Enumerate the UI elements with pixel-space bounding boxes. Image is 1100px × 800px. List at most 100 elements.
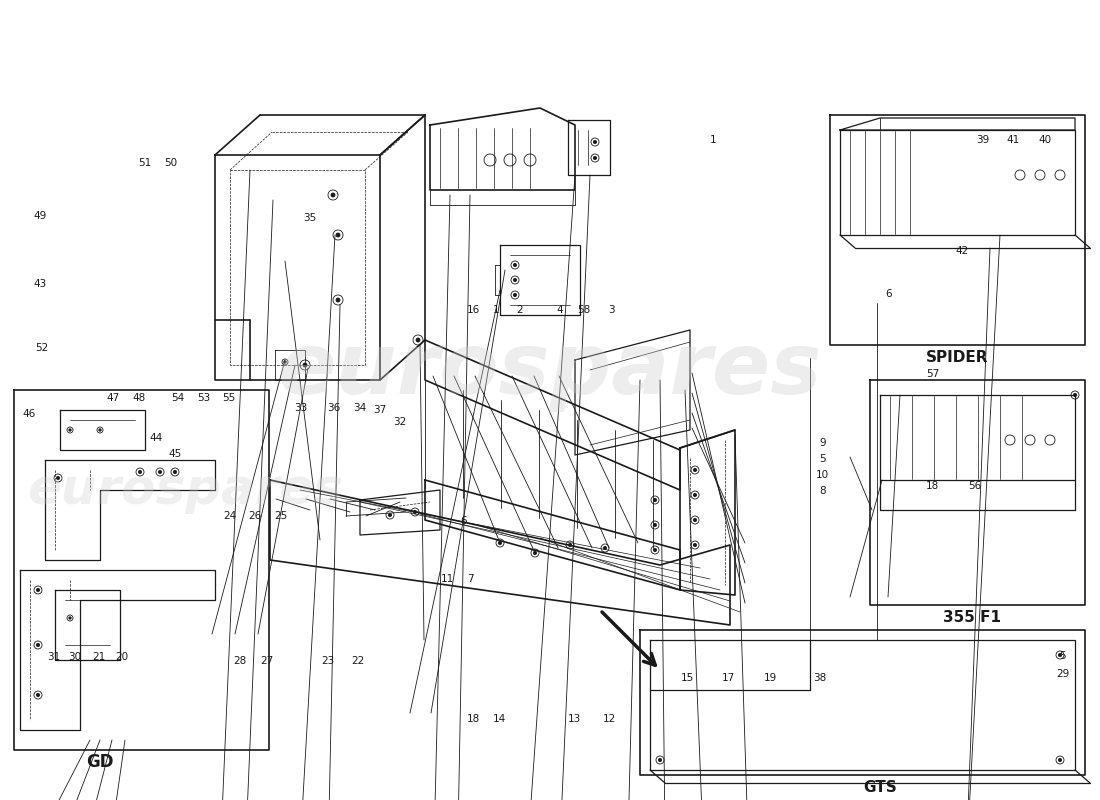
Circle shape xyxy=(1058,654,1062,657)
Text: 27: 27 xyxy=(261,656,274,666)
Text: 20: 20 xyxy=(116,652,129,662)
Text: 32: 32 xyxy=(393,417,406,426)
Text: 31: 31 xyxy=(47,652,60,662)
Text: 25: 25 xyxy=(274,511,287,521)
Text: 42: 42 xyxy=(956,246,969,256)
Text: 39: 39 xyxy=(976,135,989,145)
Text: 1: 1 xyxy=(710,135,716,145)
Text: 34: 34 xyxy=(353,403,366,413)
Circle shape xyxy=(158,470,162,474)
Text: eurospares: eurospares xyxy=(28,466,343,514)
Text: 18: 18 xyxy=(466,714,480,724)
Text: 49: 49 xyxy=(33,211,46,221)
Circle shape xyxy=(693,543,696,546)
Circle shape xyxy=(174,470,177,474)
Circle shape xyxy=(498,542,502,545)
Text: 7: 7 xyxy=(468,574,474,584)
Text: 55: 55 xyxy=(222,393,235,402)
Text: 6: 6 xyxy=(460,516,466,526)
Text: 2: 2 xyxy=(516,305,522,314)
Circle shape xyxy=(414,510,417,514)
Text: 41: 41 xyxy=(1006,135,1020,145)
Text: 15: 15 xyxy=(681,674,694,683)
Circle shape xyxy=(302,363,307,367)
Text: 56: 56 xyxy=(968,482,981,491)
Circle shape xyxy=(604,546,606,550)
Text: 6: 6 xyxy=(886,290,892,299)
Text: 48: 48 xyxy=(132,393,145,402)
Circle shape xyxy=(1074,394,1077,397)
Circle shape xyxy=(36,643,40,646)
Text: 54: 54 xyxy=(172,393,185,402)
Circle shape xyxy=(1058,758,1062,762)
Text: 37: 37 xyxy=(373,406,386,415)
Text: 43: 43 xyxy=(33,279,46,289)
Circle shape xyxy=(534,551,537,554)
Circle shape xyxy=(514,278,517,282)
Circle shape xyxy=(36,589,40,592)
Circle shape xyxy=(284,361,286,363)
Circle shape xyxy=(514,263,517,266)
Circle shape xyxy=(416,338,420,342)
Text: 40: 40 xyxy=(1038,135,1052,145)
Text: 44: 44 xyxy=(150,434,163,443)
Text: 1: 1 xyxy=(493,305,499,314)
Text: 3: 3 xyxy=(608,305,615,314)
Text: 11: 11 xyxy=(441,574,454,584)
Circle shape xyxy=(36,694,40,697)
Text: 35: 35 xyxy=(304,213,317,222)
Text: SPIDER: SPIDER xyxy=(926,350,988,366)
Text: 38: 38 xyxy=(813,674,826,683)
Text: 46: 46 xyxy=(22,409,35,418)
Text: 18: 18 xyxy=(926,482,939,491)
Text: 12: 12 xyxy=(603,714,616,724)
Text: eurospares: eurospares xyxy=(277,329,823,411)
Text: GTS: GTS xyxy=(864,781,896,795)
Circle shape xyxy=(593,157,596,160)
Circle shape xyxy=(653,549,657,552)
Text: 13: 13 xyxy=(568,714,581,724)
Text: 10: 10 xyxy=(816,470,829,480)
Text: 57: 57 xyxy=(926,370,939,379)
Text: 8: 8 xyxy=(820,486,826,496)
Text: 22: 22 xyxy=(351,656,364,666)
Circle shape xyxy=(693,468,696,472)
Text: 36: 36 xyxy=(327,403,340,413)
Circle shape xyxy=(69,617,72,619)
Circle shape xyxy=(336,298,340,302)
Circle shape xyxy=(514,294,517,297)
Text: 23: 23 xyxy=(321,656,334,666)
Text: 21: 21 xyxy=(92,652,106,662)
Circle shape xyxy=(99,429,101,431)
Circle shape xyxy=(593,141,596,144)
Text: 52: 52 xyxy=(35,343,48,353)
Text: 58: 58 xyxy=(578,305,591,314)
Circle shape xyxy=(569,543,572,546)
Circle shape xyxy=(659,758,661,762)
Circle shape xyxy=(653,498,657,502)
Text: 19: 19 xyxy=(763,674,777,683)
Text: 29: 29 xyxy=(1056,669,1069,678)
Text: 4: 4 xyxy=(557,305,563,314)
Text: 28: 28 xyxy=(233,656,246,666)
Text: 9: 9 xyxy=(820,438,826,448)
Circle shape xyxy=(331,193,335,197)
Text: 50: 50 xyxy=(164,158,177,168)
Circle shape xyxy=(388,514,392,517)
Text: 53: 53 xyxy=(197,393,210,402)
Circle shape xyxy=(693,494,696,497)
Text: 30: 30 xyxy=(68,652,81,662)
Circle shape xyxy=(139,470,142,474)
Circle shape xyxy=(693,518,696,522)
Text: 47: 47 xyxy=(107,393,120,402)
Text: 5: 5 xyxy=(820,454,826,464)
Text: 355 F1: 355 F1 xyxy=(943,610,1001,626)
Text: 33: 33 xyxy=(294,403,307,413)
Text: 24: 24 xyxy=(223,511,236,521)
Circle shape xyxy=(336,233,340,237)
Text: 5: 5 xyxy=(1059,651,1066,661)
Circle shape xyxy=(56,476,59,480)
Text: 45: 45 xyxy=(168,449,182,458)
Text: 17: 17 xyxy=(722,674,735,683)
Text: 16: 16 xyxy=(466,305,480,314)
